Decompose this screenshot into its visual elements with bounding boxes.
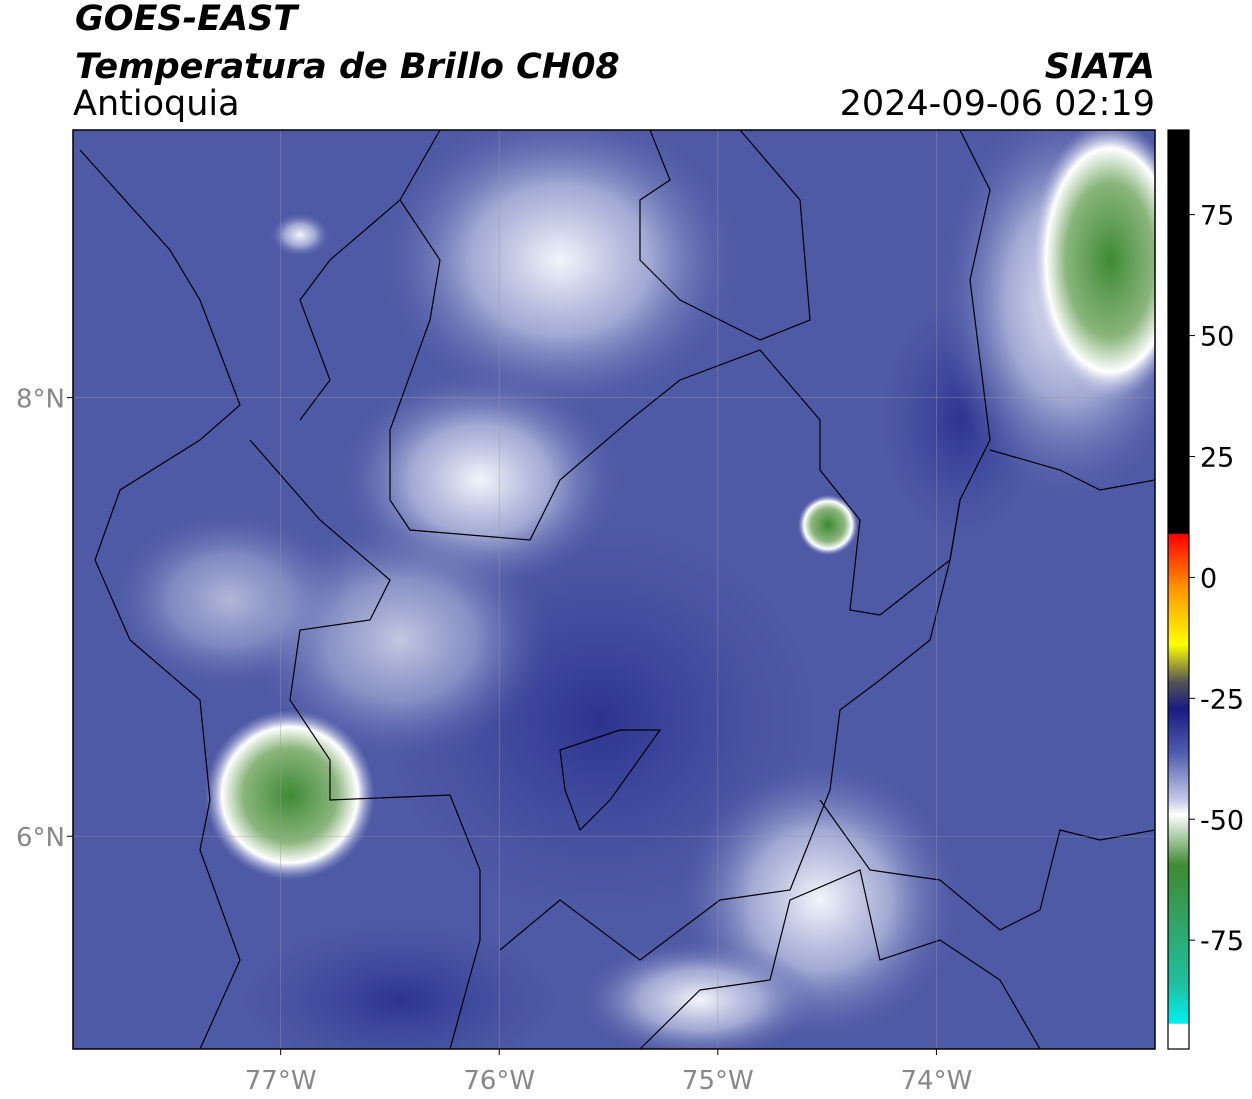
title: GOES-EAST — [75, 0, 300, 39]
cold-top — [798, 495, 858, 555]
cold-top — [1030, 130, 1155, 400]
colorbar-tick-label: -75 — [1200, 926, 1244, 957]
colorbar-tick-label: 0 — [1200, 563, 1217, 594]
colorbar-tick-label: 50 — [1200, 322, 1234, 353]
grid — [73, 130, 1155, 1049]
map-frame — [72, 129, 1156, 1050]
colorbar — [1167, 129, 1190, 1050]
cold-top — [205, 710, 375, 880]
cloud — [380, 130, 740, 410]
colorbar-tick-label: -50 — [1200, 805, 1244, 836]
y-tick-label: 8°N — [16, 385, 65, 415]
x-tick-label: 77°W — [245, 1066, 317, 1096]
cloud — [270, 213, 330, 257]
cold-area — [240, 920, 560, 1049]
cloud — [110, 510, 350, 690]
cloud — [580, 940, 820, 1049]
colorbar-tick-label: -25 — [1200, 684, 1244, 715]
x-tick-label: 76°W — [463, 1066, 535, 1096]
y-tick-label: 6°N — [16, 823, 65, 853]
datetime: 2024-09-06 02:19 — [840, 84, 1155, 124]
colorbar-tick-label: 75 — [1200, 201, 1234, 232]
region: Antioquia — [73, 84, 240, 124]
x-tick-label: 75°W — [682, 1066, 754, 1096]
x-tick-label: 74°W — [901, 1066, 973, 1096]
source: SIATA — [1045, 47, 1155, 87]
subtitle: Temperatura de Brillo CH08 — [75, 47, 620, 87]
map-image — [73, 130, 1155, 1049]
colorbar-tick-label: 25 — [1200, 442, 1234, 473]
